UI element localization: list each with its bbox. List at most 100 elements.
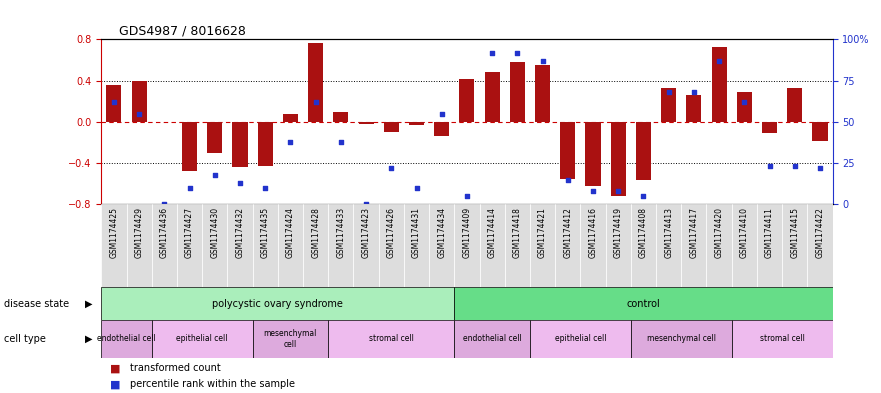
Point [611, 188, 626, 194]
Text: GSM1174424: GSM1174424 [286, 207, 295, 258]
Bar [787, 88, 803, 122]
Bar [257, 122, 273, 166]
Bar [530, 204, 555, 287]
Bar [530, 320, 631, 358]
Point [284, 138, 298, 145]
Bar [409, 122, 424, 125]
Text: ■: ■ [110, 379, 121, 389]
Bar [177, 204, 202, 287]
Text: GSM1174413: GSM1174413 [664, 207, 673, 258]
Bar [152, 320, 253, 358]
Bar [182, 122, 197, 171]
Bar [333, 112, 348, 122]
Point [737, 99, 751, 105]
Text: GSM1174434: GSM1174434 [437, 207, 446, 258]
Bar [586, 122, 601, 186]
Bar [636, 122, 651, 180]
Text: control: control [626, 299, 660, 309]
Bar [227, 204, 253, 287]
Point [560, 176, 574, 183]
Text: GSM1174421: GSM1174421 [538, 207, 547, 258]
Text: polycystic ovary syndrome: polycystic ovary syndrome [212, 299, 344, 309]
Text: GSM1174415: GSM1174415 [790, 207, 799, 258]
Bar [485, 72, 500, 122]
Point [132, 110, 146, 117]
Bar [455, 287, 833, 320]
Text: endothelial cell: endothelial cell [463, 334, 522, 343]
Bar [107, 85, 122, 122]
Point [636, 193, 650, 199]
Text: stromal cell: stromal cell [759, 334, 804, 343]
Point [586, 188, 600, 194]
Bar [202, 204, 227, 287]
Bar [535, 65, 550, 122]
Point [536, 58, 550, 64]
Text: endothelial cell: endothelial cell [97, 334, 156, 343]
Point [182, 185, 196, 191]
Text: ▶: ▶ [85, 299, 93, 309]
Text: GSM1174417: GSM1174417 [689, 207, 699, 258]
Text: percentile rank within the sample: percentile rank within the sample [130, 379, 294, 389]
Text: GSM1174425: GSM1174425 [109, 207, 118, 258]
Text: GSM1174409: GSM1174409 [463, 207, 471, 258]
Text: GDS4987 / 8016628: GDS4987 / 8016628 [119, 24, 246, 37]
Point [485, 50, 500, 56]
Text: GSM1174414: GSM1174414 [488, 207, 497, 258]
Point [762, 163, 776, 169]
Bar [329, 320, 455, 358]
Point [334, 138, 348, 145]
Text: GSM1174435: GSM1174435 [261, 207, 270, 258]
Point [662, 89, 676, 95]
Text: GSM1174422: GSM1174422 [816, 207, 825, 258]
Text: transformed count: transformed count [130, 363, 220, 373]
Bar [686, 95, 701, 122]
Text: GSM1174416: GSM1174416 [589, 207, 597, 258]
Text: GSM1174423: GSM1174423 [361, 207, 371, 258]
Bar [403, 204, 429, 287]
Bar [303, 204, 329, 287]
Bar [555, 204, 581, 287]
Text: GSM1174433: GSM1174433 [337, 207, 345, 258]
Bar [359, 122, 374, 124]
Bar [782, 204, 807, 287]
Text: GSM1174420: GSM1174420 [714, 207, 723, 258]
Text: ▶: ▶ [85, 334, 93, 344]
Text: mesenchymal
cell: mesenchymal cell [263, 329, 317, 349]
Point [258, 185, 272, 191]
Bar [379, 204, 403, 287]
Bar [479, 204, 505, 287]
Text: epithelial cell: epithelial cell [555, 334, 606, 343]
Text: GSM1174427: GSM1174427 [185, 207, 194, 258]
Bar [631, 320, 732, 358]
Bar [278, 204, 303, 287]
Text: GSM1174411: GSM1174411 [765, 207, 774, 258]
Bar [131, 81, 147, 122]
Bar [762, 122, 777, 133]
Bar [661, 88, 677, 122]
Point [687, 89, 701, 95]
Text: GSM1174436: GSM1174436 [159, 207, 169, 258]
Bar [581, 204, 605, 287]
Point [510, 50, 524, 56]
Bar [560, 122, 575, 178]
Text: GSM1174431: GSM1174431 [412, 207, 421, 258]
Text: GSM1174408: GSM1174408 [639, 207, 648, 258]
Bar [737, 92, 751, 122]
Bar [101, 287, 455, 320]
Bar [605, 204, 631, 287]
Bar [127, 204, 152, 287]
Bar [707, 204, 732, 287]
Bar [505, 204, 530, 287]
Point [813, 165, 827, 171]
Bar [681, 204, 707, 287]
Point [788, 163, 802, 169]
Bar [631, 204, 656, 287]
Bar [459, 79, 475, 122]
Bar [101, 204, 127, 287]
Text: cell type: cell type [4, 334, 47, 344]
Bar [253, 204, 278, 287]
Bar [732, 204, 757, 287]
Bar [455, 320, 530, 358]
Bar [712, 46, 727, 122]
Text: epithelial cell: epithelial cell [176, 334, 228, 343]
